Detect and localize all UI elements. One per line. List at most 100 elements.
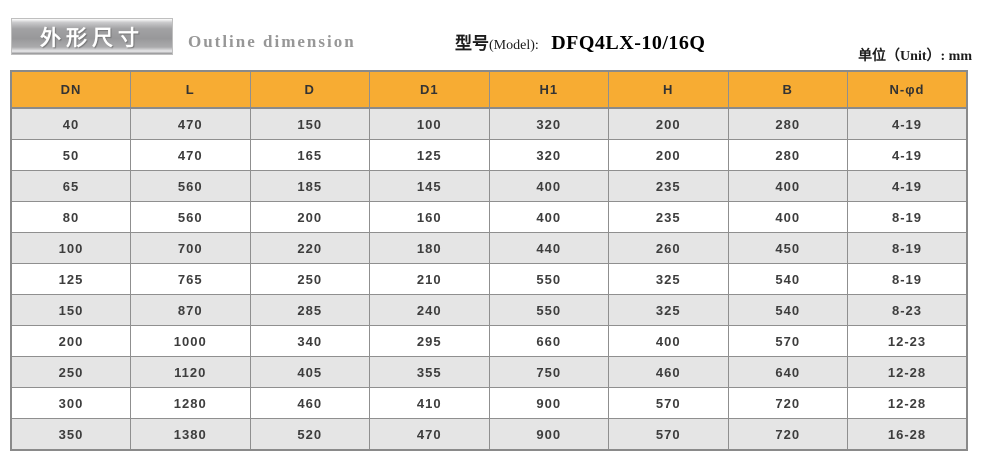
dimension-table: DN L D D1 H1 H B N-φd 40 470 150 100 320 200 2…: [10, 70, 968, 451]
table-cell: 165: [249, 139, 370, 171]
table-cell: 700: [130, 232, 251, 264]
table-cell: 400: [488, 201, 609, 233]
table-cell: 280: [727, 107, 848, 140]
table-cell: 240: [369, 294, 490, 326]
table-cell: 320: [488, 139, 609, 171]
table-cell: 125: [369, 139, 490, 171]
table-cell: 640: [727, 356, 848, 388]
table-cell: 295: [369, 325, 490, 357]
table-cell: 250: [249, 263, 370, 295]
model-value: DFQ4LX-10/16Q: [551, 32, 706, 54]
table-cell: 750: [488, 356, 609, 388]
table-cell: 560: [130, 170, 251, 202]
table-cell: 350: [10, 418, 131, 451]
table-cell: 460: [608, 356, 729, 388]
table-cell: 180: [369, 232, 490, 264]
table-cell: 325: [608, 294, 729, 326]
subtitle: Outline dimension: [188, 32, 356, 51]
table-cell: 210: [369, 263, 490, 295]
column-header-nphid: N-φd: [847, 70, 968, 109]
table-cell: 150: [249, 107, 370, 140]
table-cell: 900: [488, 387, 609, 419]
table-cell: 4-19: [847, 139, 968, 171]
table-cell: 285: [249, 294, 370, 326]
table-cell: 870: [130, 294, 251, 326]
table-cell: 450: [727, 232, 848, 264]
table-cell: 4-19: [847, 170, 968, 202]
table-row: 125 765 250 210 550 325 540 8-19: [10, 263, 968, 295]
table-cell: 320: [488, 107, 609, 140]
table-cell: 720: [727, 418, 848, 451]
table-cell: 470: [130, 107, 251, 140]
table-cell: 440: [488, 232, 609, 264]
table-cell: 460: [249, 387, 370, 419]
table-cell: 16-28: [847, 418, 968, 451]
table-row: 80 560 200 160 400 235 400 8-19: [10, 201, 968, 233]
header: 外形尺寸 Outline dimension 型号(Model): DFQ4LX…: [0, 0, 986, 70]
table-cell: 125: [10, 263, 131, 295]
table-cell: 235: [608, 170, 729, 202]
column-header-d1: D1: [369, 70, 490, 109]
column-header-d: D: [249, 70, 370, 109]
title-banner-text: 外形尺寸: [40, 25, 144, 50]
column-header-h1: H1: [488, 70, 609, 109]
table-row: 350 1380 520 470 900 570 720 16-28: [10, 418, 968, 451]
table-body: 40 470 150 100 320 200 280 4-19 50 470 165 125 320 20…: [10, 107, 968, 451]
table-cell: 185: [249, 170, 370, 202]
table-cell: 200: [608, 107, 729, 140]
table-cell: 470: [369, 418, 490, 451]
table-row: 300 1280 460 410 900 570 720 12-28: [10, 387, 968, 419]
table-cell: 470: [130, 139, 251, 171]
table-cell: 400: [608, 325, 729, 357]
table-cell: 200: [608, 139, 729, 171]
table-cell: 560: [130, 201, 251, 233]
table-cell: 40: [10, 107, 131, 140]
table-cell: 570: [608, 387, 729, 419]
table-cell: 325: [608, 263, 729, 295]
table-cell: 80: [10, 201, 131, 233]
table-cell: 65: [10, 170, 131, 202]
table-cell: 160: [369, 201, 490, 233]
table-cell: 550: [488, 263, 609, 295]
table-cell: 550: [488, 294, 609, 326]
table-row: 150 870 285 240 550 325 540 8-23: [10, 294, 968, 326]
model-info: 型号(Model): DFQ4LX-10/16Q: [455, 29, 706, 55]
table-cell: 4-19: [847, 107, 968, 140]
table-cell: 12-28: [847, 387, 968, 419]
unit-label: 单位（Unit）: mm: [858, 49, 972, 64]
table-cell: 145: [369, 170, 490, 202]
model-label-en: (Model):: [489, 38, 539, 53]
table-cell: 400: [488, 170, 609, 202]
table-cell: 520: [249, 418, 370, 451]
table-cell: 1380: [130, 418, 251, 451]
table-row: 200 1000 340 295 660 400 570 12-23: [10, 325, 968, 357]
table-cell: 280: [727, 139, 848, 171]
table-cell: 8-23: [847, 294, 968, 326]
table-cell: 200: [10, 325, 131, 357]
table-cell: 1000: [130, 325, 251, 357]
table-cell: 8-19: [847, 201, 968, 233]
table-row: 65 560 185 145 400 235 400 4-19: [10, 170, 968, 202]
table-cell: 150: [10, 294, 131, 326]
table-cell: 720: [727, 387, 848, 419]
table-header-row: DN L D D1 H1 H B N-φd: [10, 70, 968, 109]
table-cell: 570: [727, 325, 848, 357]
column-header-h: H: [608, 70, 729, 109]
table-cell: 1120: [130, 356, 251, 388]
table-cell: 355: [369, 356, 490, 388]
table-cell: 220: [249, 232, 370, 264]
column-header-l: L: [130, 70, 251, 109]
column-header-b: B: [727, 70, 848, 109]
table-cell: 235: [608, 201, 729, 233]
table-cell: 400: [727, 201, 848, 233]
table-cell: 8-19: [847, 232, 968, 264]
table-cell: 8-19: [847, 263, 968, 295]
column-header-dn: DN: [10, 70, 131, 109]
table-cell: 570: [608, 418, 729, 451]
table-cell: 1280: [130, 387, 251, 419]
table-cell: 540: [727, 294, 848, 326]
table-cell: 540: [727, 263, 848, 295]
table-cell: 660: [488, 325, 609, 357]
table-head: DN L D D1 H1 H B N-φd: [10, 70, 968, 109]
